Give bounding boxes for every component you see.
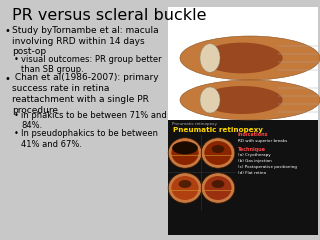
Text: •: • <box>5 26 11 36</box>
Ellipse shape <box>172 142 198 154</box>
Bar <box>168 7 318 122</box>
Text: Chan et al(1986-2007): primary
success rate in retina
reattachment with a single: Chan et al(1986-2007): primary success r… <box>12 73 159 115</box>
Ellipse shape <box>201 43 283 73</box>
Ellipse shape <box>201 86 283 114</box>
Bar <box>168 125 318 235</box>
Text: •: • <box>14 54 19 64</box>
Ellipse shape <box>200 87 220 113</box>
Text: visual outcomes: PR group better
than SB group.: visual outcomes: PR group better than SB… <box>21 54 162 74</box>
Text: (d) Flat retina: (d) Flat retina <box>238 171 266 175</box>
Ellipse shape <box>172 141 199 165</box>
Ellipse shape <box>201 138 235 168</box>
Text: RD with superior breaks: RD with superior breaks <box>238 139 287 143</box>
Ellipse shape <box>168 173 202 203</box>
Ellipse shape <box>172 176 199 200</box>
Text: (a) Cryotherapy: (a) Cryotherapy <box>238 153 271 157</box>
Text: Study byTornambe et al: macula
involving RRD within 14 days
post-op: Study byTornambe et al: macula involving… <box>12 26 159 56</box>
Text: In pseudophakics to be between
41% and 67%.: In pseudophakics to be between 41% and 6… <box>21 130 158 149</box>
Ellipse shape <box>201 173 235 203</box>
Text: •: • <box>5 73 11 84</box>
Ellipse shape <box>200 44 220 72</box>
Ellipse shape <box>179 180 191 188</box>
Ellipse shape <box>168 138 202 168</box>
Text: •: • <box>14 110 19 120</box>
Ellipse shape <box>180 80 320 120</box>
Text: in phakics to be between 71% and
84%.: in phakics to be between 71% and 84%. <box>21 110 167 130</box>
Text: Indications: Indications <box>238 132 268 137</box>
Ellipse shape <box>180 36 320 80</box>
Ellipse shape <box>212 145 224 153</box>
Ellipse shape <box>204 141 232 165</box>
Text: PR versus scleral buckle: PR versus scleral buckle <box>12 8 206 23</box>
Text: Pneumatic retinopexy: Pneumatic retinopexy <box>173 127 263 133</box>
Ellipse shape <box>212 180 224 188</box>
Text: Pneumatic retinopexy: Pneumatic retinopexy <box>172 122 217 126</box>
Text: •: • <box>14 130 19 138</box>
Text: (c) Postoperative positioning: (c) Postoperative positioning <box>238 165 297 169</box>
Bar <box>168 120 318 125</box>
Text: Technique: Technique <box>238 147 266 152</box>
Text: (b) Gas injection: (b) Gas injection <box>238 159 272 163</box>
Ellipse shape <box>204 176 232 200</box>
